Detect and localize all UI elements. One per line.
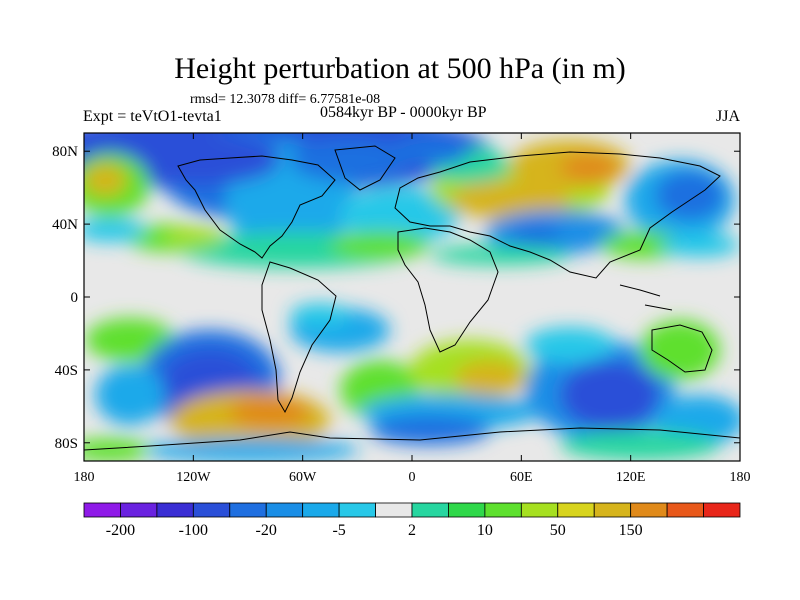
- colorbar-swatch: [411, 502, 449, 518]
- colorbar-label: -5: [332, 522, 345, 539]
- lon-tick-label: 60E: [510, 470, 533, 485]
- stats-label: rmsd= 12.3078 diff= 6.77581e-08: [190, 92, 381, 107]
- height-field: [84, 133, 740, 461]
- colorbar-swatch: [192, 502, 231, 518]
- experiment-label: Expt = teVtO1-tevta1: [83, 108, 222, 125]
- colorbar-swatch: [83, 502, 121, 518]
- colorbar-swatch: [338, 502, 376, 518]
- colorbar-swatch: [666, 502, 704, 518]
- lon-tick-label: 180: [730, 470, 751, 485]
- antarctica-outline: [84, 427, 740, 451]
- period-label: 0584kyr BP - 0000kyr BP: [320, 104, 487, 121]
- colorbar-swatch: [520, 502, 559, 518]
- lat-tick-label: 40N: [52, 217, 78, 233]
- coastlines: [84, 145, 740, 451]
- africa-outline: [397, 227, 499, 353]
- colorbar-label: -200: [106, 522, 135, 539]
- colorbar-swatch: [448, 502, 486, 518]
- colorbar-swatch: [265, 502, 304, 518]
- colorbar-label: 150: [619, 522, 643, 539]
- colorbar-label: 2: [408, 522, 416, 539]
- colorbar-swatch: [557, 502, 595, 518]
- colorbar-swatch: [703, 502, 741, 518]
- lat-tick-label: 40S: [55, 363, 78, 379]
- colorbar-label: 10: [477, 522, 493, 539]
- colorbar-swatch: [120, 502, 158, 518]
- colorbar-swatch: [229, 502, 267, 518]
- lon-tick-label: 120W: [176, 470, 211, 485]
- eurasia-outline: [394, 151, 721, 279]
- season-label: JJA: [716, 108, 741, 125]
- north-america-outline: [177, 155, 336, 259]
- lon-tick-label: 120E: [616, 470, 646, 485]
- map-title: Height perturbation at 500 hPa (in m): [174, 52, 626, 85]
- colorbar-swatch: [593, 502, 632, 518]
- lat-tick-label: 0: [71, 290, 79, 306]
- lon-tick-label: 60W: [289, 470, 317, 485]
- lon-axis: 180 120W 60W 0 60E 120E 180: [74, 133, 751, 485]
- lon-tick-label: 180: [74, 470, 95, 485]
- colorbar: -200 -100 -20 -5 2 10 50 150: [83, 502, 741, 539]
- australia-outline: [651, 324, 713, 373]
- colorbar-label: 50: [550, 522, 566, 539]
- colorbar-swatch: [484, 502, 522, 518]
- colorbar-swatch: [630, 502, 668, 518]
- lat-axis: 80N 40N 0 40S 80S: [52, 144, 740, 452]
- colorbar-label: -20: [256, 522, 277, 539]
- lat-tick-label: 80S: [55, 436, 78, 452]
- colorbar-label: -100: [179, 522, 208, 539]
- greenland-outline: [334, 145, 396, 191]
- colorbar-swatch: [375, 502, 413, 518]
- south-america-outline: [261, 261, 337, 414]
- lat-tick-label: 80N: [52, 144, 78, 160]
- lon-tick-label: 0: [409, 470, 416, 485]
- colorbar-swatch: [302, 502, 340, 518]
- indonesia-outline: [619, 284, 673, 311]
- colorbar-swatch: [156, 502, 194, 518]
